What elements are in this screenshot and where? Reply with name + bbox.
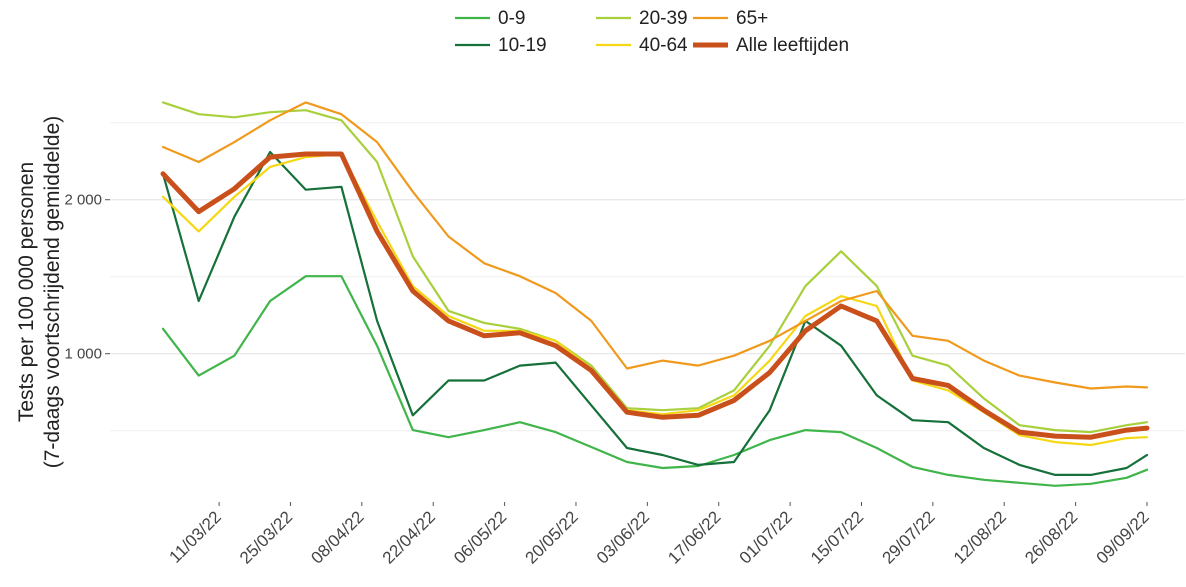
x-tick-label: 29/07/22 [878, 507, 938, 567]
lines [160, 101, 1150, 487]
legend-label: 40-64 [639, 35, 688, 56]
series-line [160, 151, 1150, 440]
x-tick-label: 01/07/22 [736, 507, 796, 567]
x-tick-label: 15/07/22 [807, 507, 867, 567]
legend: 0-9 10-19 20-39 40-64 65+ Alle leeftijden [455, 8, 849, 56]
series-line [161, 152, 1149, 447]
x-tick-label: 20/05/22 [522, 507, 582, 567]
y-tick-label: 1 000 [64, 346, 102, 363]
x-tick-label: 08/04/22 [307, 507, 367, 567]
legend-label: 65+ [736, 8, 768, 29]
x-tick-label: 09/09/22 [1093, 507, 1153, 567]
y-tick-label: 2 000 [64, 192, 102, 209]
x-tick-label: 03/06/22 [593, 507, 653, 567]
series-line [161, 150, 1149, 476]
x-tick-label: 22/04/22 [379, 507, 439, 567]
legend-label: 10-19 [498, 35, 547, 56]
axes: 1 000 2 000 11/03/22 25/03/22 08/04/22 22/04/… [64, 192, 1152, 568]
x-tick-label: 26/08/22 [1021, 507, 1081, 567]
x-tick-label: 06/05/22 [450, 507, 510, 567]
series-line [161, 101, 1149, 390]
y-axis-title: Tests per 100 000 personen [15, 162, 38, 422]
series-line [161, 275, 1149, 487]
series-line [161, 101, 1149, 434]
x-tick-label: 11/03/22 [166, 507, 225, 566]
legend-label: 20-39 [639, 8, 688, 29]
x-tick-label: 17/06/22 [664, 507, 724, 567]
legend-label: Alle leeftijden [736, 35, 849, 56]
x-tick-label: 12/08/22 [950, 507, 1010, 567]
y-axis-title: (7-daags voortschrijdend gemiddelde) [41, 116, 64, 469]
legend-label: 0-9 [498, 8, 525, 29]
grid [110, 122, 1185, 432]
x-tick-label: 25/03/22 [236, 507, 296, 567]
